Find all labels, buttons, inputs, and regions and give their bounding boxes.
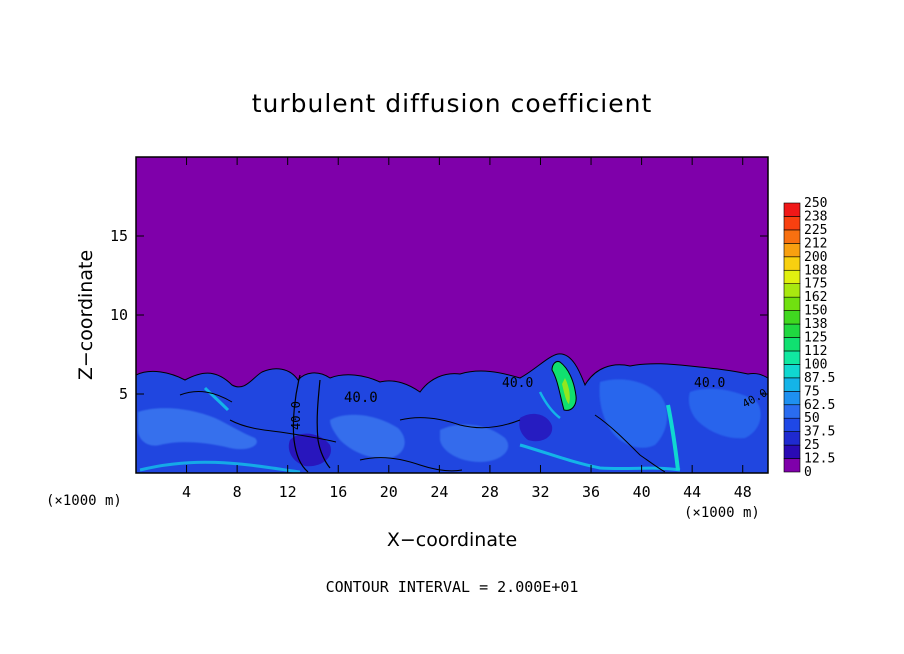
- colorbar-label: 75: [804, 384, 820, 399]
- colorbar-label: 37.5: [804, 425, 835, 440]
- cyan-streak-3: [666, 404, 680, 471]
- contour-line-6: [594, 414, 666, 473]
- colorbar-label: 62.5: [804, 398, 835, 413]
- contour-line-7: [359, 457, 463, 472]
- colorbar: 012.52537.55062.57587.510011212513815016…: [783, 196, 835, 480]
- x-tick-label: 16: [329, 483, 347, 501]
- colorbar-swatch: [783, 404, 801, 419]
- x-tick-label: 48: [734, 483, 752, 501]
- x-tick-label: 24: [430, 483, 448, 501]
- colorbar-swatch: [783, 256, 801, 271]
- cyan-streak-1: [139, 460, 301, 473]
- x-tick-label: 4: [182, 483, 191, 501]
- x-axis: 4 8 12 16 20 24 28 32 36 40 44 48: [182, 157, 752, 501]
- cyan-streak-5: [538, 391, 561, 419]
- x-tick-label: 36: [582, 483, 600, 501]
- colorbar-label: 225: [804, 223, 827, 238]
- colorbar-swatch: [783, 283, 801, 298]
- contour-label: 40.0: [344, 390, 378, 406]
- colorbar-label: 150: [804, 304, 827, 319]
- colorbar-swatch: [783, 458, 801, 473]
- colorbar-swatch: [783, 337, 801, 352]
- cyan-streak-2: [519, 443, 681, 472]
- y-tick-label: 15: [110, 227, 128, 245]
- eddy-region-4: [440, 424, 509, 462]
- contour-line-1: [292, 374, 309, 473]
- colorbar-swatch: [783, 431, 801, 446]
- colorbar-swatch: [783, 229, 801, 244]
- colorbar-swatch: [783, 202, 801, 217]
- cyan-streak-4: [203, 386, 230, 412]
- x-tick-label: 44: [683, 483, 701, 501]
- colorbar-swatch: [783, 323, 801, 338]
- colorbar-label: 138: [804, 317, 827, 332]
- colorbar-label: 188: [804, 263, 827, 278]
- chart-title: turbulent diffusion coefficient: [252, 89, 653, 118]
- colorbar-label: 87.5: [804, 371, 835, 386]
- colorbar-label: 200: [804, 250, 827, 265]
- colorbar-swatch: [783, 269, 801, 284]
- contour-label: 40.0: [694, 376, 725, 391]
- contour-label: 40.0: [502, 376, 533, 391]
- colorbar-label: 175: [804, 277, 827, 292]
- x-tick-label: 28: [481, 483, 499, 501]
- colorbar-label: 12.5: [804, 452, 835, 467]
- colorbar-swatch: [783, 296, 801, 311]
- colorbar-swatch: [783, 417, 801, 432]
- eddy-region-5: [688, 388, 761, 439]
- eddy-region-1: [138, 408, 257, 450]
- dark-pocket-2: [519, 413, 553, 442]
- x-axis-title: X−coordinate: [387, 529, 517, 551]
- x-unit-left: (×1000 m): [46, 493, 122, 509]
- eddy-region-3: [599, 379, 668, 448]
- colorbar-swatch: [783, 216, 801, 231]
- colorbar-label: 0: [804, 465, 812, 480]
- x-tick-label: 40: [633, 483, 651, 501]
- dark-pocket-1: [288, 433, 331, 467]
- plume-highlight: [562, 378, 570, 404]
- colorbar-label: 162: [804, 290, 827, 305]
- colorbar-label: 125: [804, 331, 827, 346]
- contour-line-2: [316, 379, 331, 469]
- colorbar-label: 25: [804, 438, 820, 453]
- contour-line-3: [229, 419, 337, 443]
- colorbar-swatch: [783, 364, 801, 379]
- colorbar-label: 250: [804, 196, 827, 211]
- contour-interval-note: CONTOUR INTERVAL = 2.000E+01: [326, 578, 579, 596]
- colorbar-label: 100: [804, 357, 827, 372]
- x-tick-label: 32: [531, 483, 549, 501]
- colorbar-label: 50: [804, 411, 820, 426]
- plot-area: 40.0 40.0 40.0 40.0 40.0: [135, 156, 769, 474]
- eddy-region-2: [330, 414, 405, 459]
- x-unit-right: (×1000 m): [684, 505, 760, 521]
- x-tick-label: 8: [233, 483, 242, 501]
- y-tick-label: 5: [119, 385, 128, 403]
- colorbar-label: 112: [804, 344, 827, 359]
- x-tick-label: 12: [279, 483, 297, 501]
- colorbar-swatch: [783, 390, 801, 406]
- y-tick-label: 10: [110, 306, 128, 324]
- colorbar-swatch: [783, 310, 801, 325]
- y-axis: 5 10 15: [110, 227, 768, 403]
- y-axis-title: Z−coordinate: [75, 250, 97, 380]
- colorbar-swatch: [783, 377, 801, 392]
- colorbar-label: 212: [804, 236, 827, 251]
- colorbar-label: 238: [804, 209, 827, 224]
- contour-line-4: [179, 391, 233, 403]
- turbulence-field: [136, 353, 768, 473]
- contour-line-5: [399, 417, 521, 429]
- colorbar-swatch: [783, 243, 801, 258]
- contour-label: 40.0: [289, 401, 303, 430]
- x-tick-label: 20: [380, 483, 398, 501]
- colorbar-swatch: [783, 444, 801, 459]
- colorbar-swatch: [783, 350, 801, 365]
